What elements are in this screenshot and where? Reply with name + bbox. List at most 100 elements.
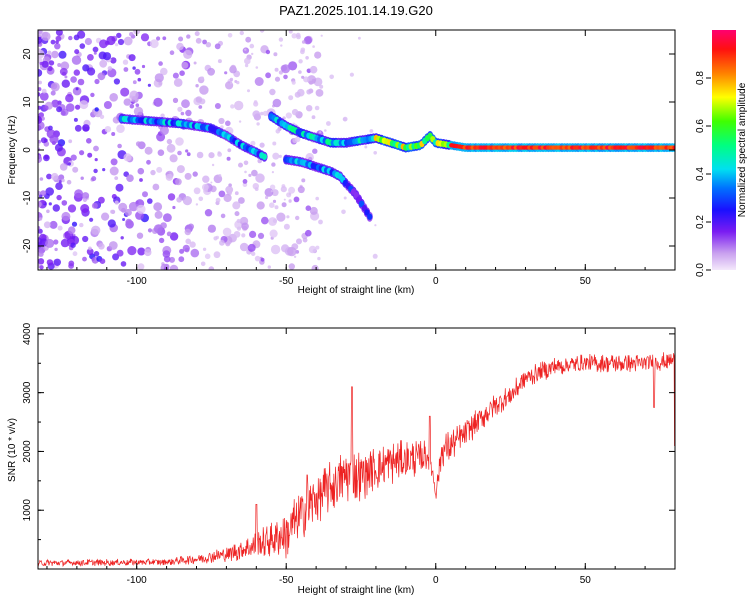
noise-blob — [48, 60, 55, 66]
noise-blob — [158, 237, 165, 244]
noise-blob — [79, 43, 86, 49]
noise-blob — [166, 143, 176, 153]
noise-blob — [278, 70, 283, 75]
noise-blob — [59, 67, 68, 76]
noise-blob — [123, 153, 132, 162]
x-tick-label: -50 — [279, 276, 294, 287]
y-tick-label: 1000 — [22, 499, 33, 522]
y-tick-label: 0 — [22, 147, 33, 153]
noise-blob — [288, 263, 295, 270]
noise-blob — [47, 65, 53, 72]
noise-blob — [114, 200, 119, 205]
noise-blob — [84, 37, 92, 46]
noise-blob — [207, 67, 216, 76]
noise-blob — [98, 243, 105, 250]
noise-blob — [118, 202, 128, 212]
noise-blob — [103, 101, 112, 109]
noise-blob — [48, 125, 53, 131]
noise-blob — [195, 96, 203, 103]
noise-blob — [153, 202, 163, 212]
noise-blob — [208, 152, 215, 159]
noise-blob — [67, 162, 72, 166]
snr-x-label: Height of straight line (km) — [298, 585, 415, 596]
noise-blob — [38, 116, 43, 124]
noise-blob — [257, 232, 265, 239]
noise-blob — [54, 43, 61, 50]
noise-blob — [72, 251, 78, 257]
noise-blob — [41, 60, 49, 68]
noise-blob — [305, 205, 312, 211]
colorbar-tick-label: 0.8 — [695, 71, 706, 85]
noise-blob — [278, 154, 282, 158]
noise-blob — [38, 228, 43, 234]
noise-blob — [256, 122, 260, 126]
noise-blob — [99, 258, 106, 265]
noise-blob — [269, 202, 275, 208]
noise-blob — [38, 217, 43, 221]
noise-blob — [227, 33, 233, 38]
noise-blob — [82, 64, 90, 72]
noise-blob — [283, 74, 288, 80]
noise-blob — [249, 43, 255, 49]
spectrogram-marks — [38, 30, 675, 270]
noise-blob — [166, 231, 172, 237]
noise-blob — [135, 103, 140, 107]
noise-blob — [248, 173, 252, 177]
noise-blob — [349, 72, 354, 77]
noise-blob — [77, 30, 86, 39]
noise-blob — [169, 154, 178, 163]
noise-blob — [67, 226, 76, 234]
noise-blob — [68, 35, 73, 41]
noise-blob — [82, 197, 87, 202]
noise-blob — [58, 50, 67, 59]
noise-blob — [198, 196, 204, 202]
noise-blob — [52, 204, 60, 212]
colorbar-ticks: 0.0 0.2 0.4 0.6 0.8 — [695, 71, 711, 277]
noise-blob — [79, 100, 89, 110]
x-tick-label: 50 — [580, 575, 592, 586]
noise-blob — [179, 248, 185, 254]
noise-blob — [61, 211, 71, 221]
colorbar-tick-label: 0.2 — [695, 215, 706, 229]
noise-blob — [318, 219, 323, 225]
noise-blob — [46, 259, 54, 266]
noise-blob — [211, 163, 215, 167]
noise-blob — [202, 183, 209, 191]
noise-blob — [172, 72, 179, 79]
noise-blob — [176, 197, 182, 203]
noise-blob — [239, 30, 244, 36]
noise-blob — [288, 186, 296, 194]
noise-blob — [291, 108, 299, 116]
noise-blob — [175, 178, 182, 186]
noise-blob — [55, 35, 62, 42]
noise-blob — [54, 143, 63, 152]
y-tick-label: 2000 — [22, 440, 33, 463]
noise-blob — [227, 148, 232, 153]
noise-blob — [91, 202, 98, 209]
noise-blob — [38, 80, 42, 85]
noise-blob — [285, 112, 292, 119]
noise-blob — [98, 51, 107, 60]
noise-blob — [142, 191, 148, 198]
noise-blob — [288, 199, 292, 203]
noise-blob — [128, 54, 136, 62]
noise-blob — [137, 167, 145, 175]
noise-blob — [146, 159, 151, 165]
noise-blob — [93, 251, 100, 257]
noise-blob — [38, 251, 44, 257]
noise-blob — [301, 75, 305, 79]
snr-panel: -100 -50 0 50 1000 2000 3000 4000 Height of str… — [7, 322, 676, 596]
noise-blob — [147, 198, 153, 204]
noise-blob — [324, 129, 327, 132]
y-tick-label: 10 — [22, 96, 33, 108]
noise-blob — [245, 36, 252, 43]
noise-blob — [43, 105, 49, 111]
noise-blob — [68, 139, 73, 144]
track-cell — [367, 213, 373, 220]
colorbar-tick-label: 0.4 — [695, 167, 706, 181]
noise-blob — [50, 90, 56, 96]
spectrogram-x-label: Height of straight line (km) — [298, 285, 415, 296]
noise-blob — [104, 126, 112, 133]
noise-blob — [61, 79, 70, 88]
noise-blob — [81, 192, 90, 200]
